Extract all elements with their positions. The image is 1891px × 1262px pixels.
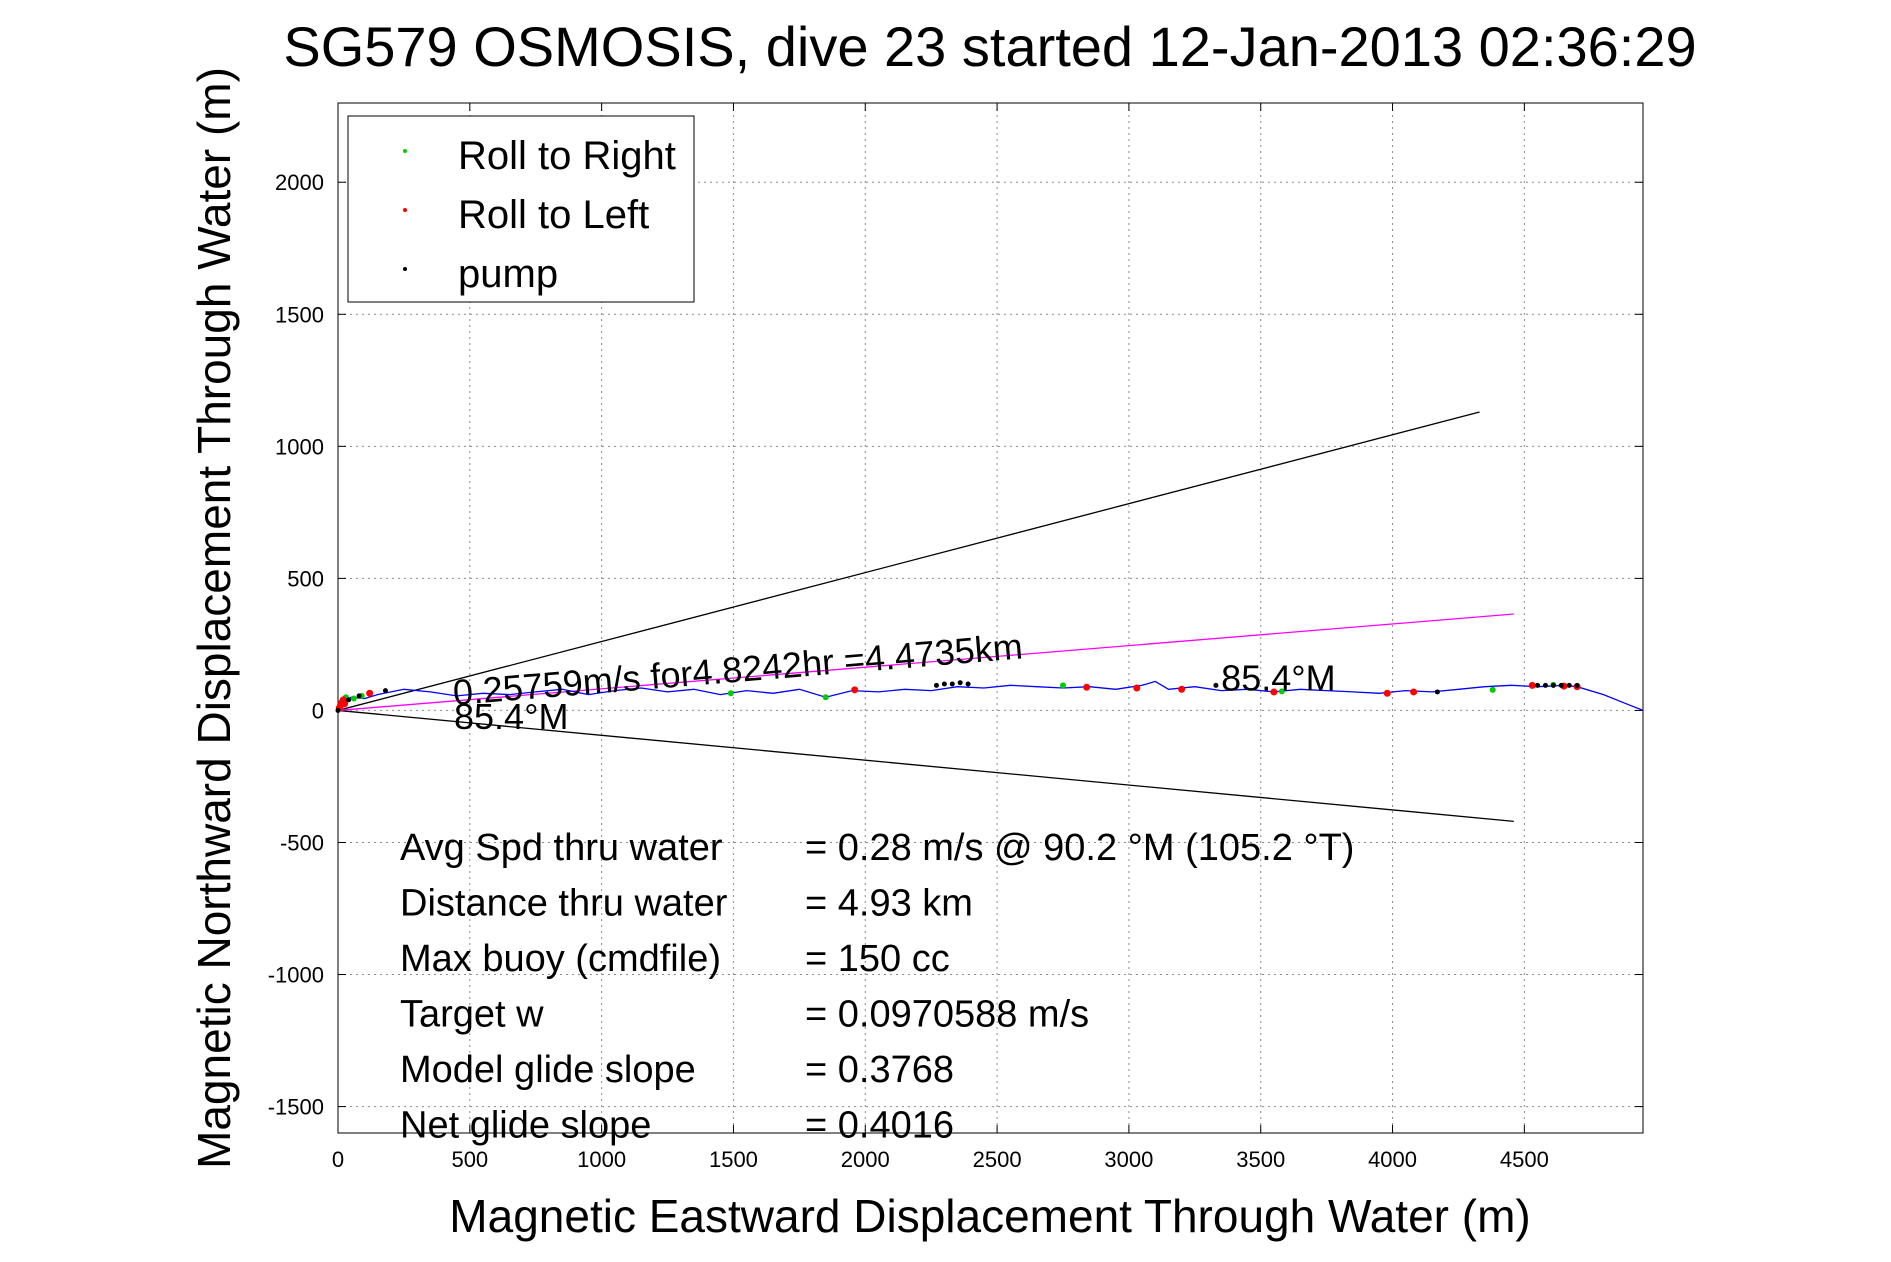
pump-point bbox=[1535, 682, 1541, 688]
legend-marker bbox=[403, 208, 407, 212]
tick-label-y: 0 bbox=[312, 698, 324, 723]
roll-left-point bbox=[1270, 688, 1278, 696]
stat-value: = 0.4016 bbox=[805, 1105, 954, 1147]
roll-left-point bbox=[851, 686, 859, 694]
tick-label-y: 1500 bbox=[275, 302, 324, 327]
pump-point bbox=[933, 682, 939, 688]
roll-right-point bbox=[1278, 688, 1285, 695]
grid bbox=[338, 103, 1643, 1133]
legend-label: pump bbox=[458, 252, 558, 296]
legend-marker bbox=[403, 267, 407, 271]
tick-label-y: -500 bbox=[280, 830, 324, 855]
annotation-label: 85.4°M bbox=[454, 696, 568, 737]
stat-value: = 0.3768 bbox=[805, 1049, 954, 1091]
pump-point bbox=[356, 693, 362, 699]
roll-right-point bbox=[1060, 682, 1066, 689]
annotation-label: 85.4°M bbox=[1221, 658, 1335, 699]
pump-point bbox=[1542, 682, 1548, 688]
pump-point bbox=[335, 707, 341, 713]
reference-line bbox=[337, 709, 1514, 823]
pump-point bbox=[1574, 682, 1580, 688]
pump-point bbox=[941, 681, 947, 687]
roll-left-point bbox=[1178, 685, 1186, 693]
roll-left-point bbox=[1083, 683, 1091, 691]
tick-label-x: 4500 bbox=[1500, 1147, 1549, 1172]
tick-label-x: 1000 bbox=[577, 1147, 626, 1172]
y-axis-label: Magnetic Northward Displacement Through … bbox=[188, 67, 240, 1169]
pump-point bbox=[346, 697, 352, 703]
stat-label: Avg Spd thru water bbox=[400, 827, 723, 869]
pump-point bbox=[382, 688, 388, 694]
tick-label-x: 3000 bbox=[1104, 1147, 1153, 1172]
tick-label-x: 1500 bbox=[709, 1147, 758, 1172]
x-axis-label: Magnetic Eastward Displacement Through W… bbox=[449, 1190, 1530, 1242]
chart-title: SG579 OSMOSIS, dive 23 started 12-Jan-20… bbox=[283, 15, 1696, 78]
roll-right-point bbox=[822, 694, 829, 701]
stat-label: Distance thru water bbox=[400, 883, 728, 925]
reference-line bbox=[337, 613, 1514, 712]
axis-ticks: 0 500 1000 1500 2000 2500 3000 3500 4000 4500 -150… bbox=[268, 103, 1643, 1172]
markers bbox=[335, 680, 1581, 713]
reference-lines bbox=[337, 411, 1514, 823]
legend-marker bbox=[403, 149, 407, 153]
pump-point bbox=[1213, 682, 1219, 688]
stat-value: = 0.0970588 m/s bbox=[805, 994, 1089, 1036]
tick-label-x: 4000 bbox=[1368, 1147, 1417, 1172]
pump-point bbox=[1566, 682, 1572, 688]
pump-point bbox=[965, 681, 971, 687]
tick-label-x: 0 bbox=[332, 1147, 344, 1172]
roll-left-point bbox=[1528, 681, 1536, 689]
reference-line bbox=[337, 411, 1480, 712]
pump-point bbox=[1558, 682, 1564, 688]
stat-label: Max buoy (cmdfile) bbox=[400, 938, 721, 980]
stat-value: = 0.28 m/s @ 90.2 °M (105.2 °T) bbox=[805, 827, 1354, 869]
pump-point bbox=[1434, 689, 1440, 695]
legend-label: Roll to Left bbox=[458, 193, 649, 237]
tick-label-y: -1500 bbox=[268, 1095, 324, 1120]
roll-right-point bbox=[1489, 686, 1496, 693]
tick-label-y: 1000 bbox=[275, 434, 324, 459]
stat-value: = 4.93 km bbox=[805, 883, 973, 925]
roll-left-point bbox=[366, 689, 374, 697]
pump-point bbox=[957, 680, 963, 686]
stat-value: = 150 cc bbox=[805, 938, 950, 980]
tick-label-x: 2000 bbox=[841, 1147, 890, 1172]
roll-right-point bbox=[727, 690, 734, 697]
tick-label-y: 500 bbox=[287, 566, 324, 591]
roll-left-point bbox=[341, 700, 349, 708]
pump-point bbox=[949, 681, 955, 687]
roll-right-point bbox=[350, 695, 357, 702]
stats-block: Avg Spd thru water = 0.28 m/s @ 90.2 °M (… bbox=[400, 827, 1354, 1147]
roll-left-point bbox=[1410, 688, 1418, 696]
roll-left-point bbox=[1383, 689, 1391, 697]
legend: Roll to Right Roll to Left pump bbox=[347, 115, 695, 303]
tick-label-y: 2000 bbox=[275, 170, 324, 195]
stat-label: Target w bbox=[400, 994, 544, 1036]
pump-point bbox=[1550, 682, 1556, 688]
tick-label-x: 2500 bbox=[973, 1147, 1022, 1172]
stat-label: Net glide slope bbox=[400, 1105, 651, 1147]
tick-label-y: -1000 bbox=[268, 963, 324, 988]
legend-label: Roll to Right bbox=[458, 134, 676, 178]
roll-left-point bbox=[1133, 684, 1141, 692]
tick-label-x: 3500 bbox=[1236, 1147, 1285, 1172]
tick-label-x: 500 bbox=[451, 1147, 488, 1172]
stat-label: Model glide slope bbox=[400, 1049, 696, 1091]
